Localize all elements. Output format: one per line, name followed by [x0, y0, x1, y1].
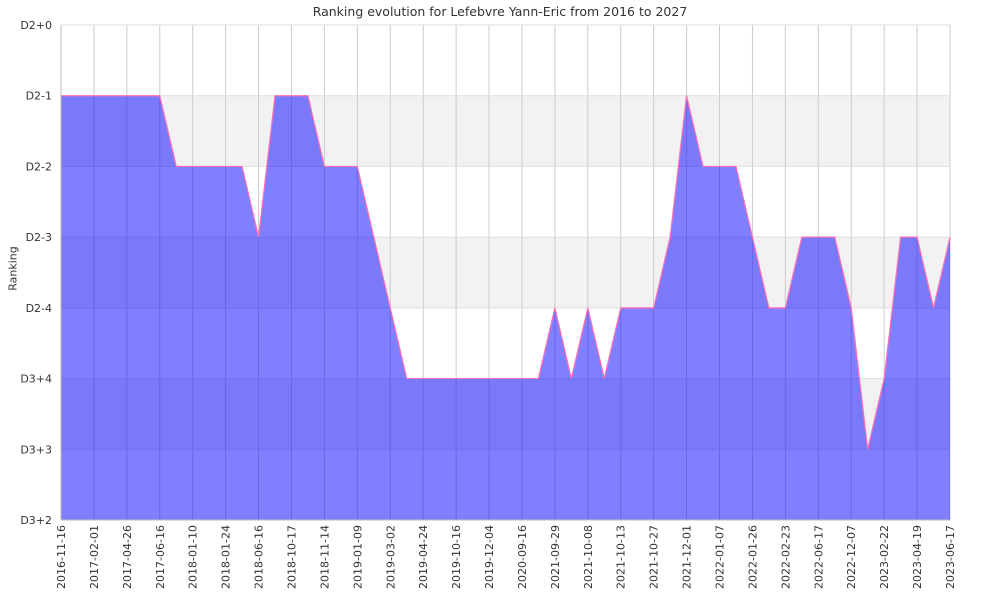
y-tick-label: D3+2 — [20, 514, 52, 527]
x-tick-label: 2018-01-24 — [220, 525, 233, 589]
x-tick-label: 2018-01-10 — [187, 525, 200, 589]
x-tick-label: 2018-11-14 — [318, 525, 331, 589]
x-tick-label: 2022-02-23 — [779, 525, 792, 589]
y-tick-label: D2-1 — [26, 90, 52, 103]
x-tick-label: 2021-09-29 — [549, 525, 562, 589]
y-tick-label: D2-3 — [26, 231, 52, 244]
chart-title: Ranking evolution for Lefebvre Yann-Eric… — [312, 4, 688, 19]
grid-band — [61, 95, 950, 167]
y-tick-label: D3+4 — [20, 373, 52, 386]
x-tick-label: 2019-01-09 — [351, 525, 364, 589]
x-tick-label: 2018-10-17 — [285, 525, 298, 589]
x-tick-label: 2023-06-17 — [944, 525, 957, 589]
x-tick-label: 2016-11-16 — [55, 525, 68, 589]
x-tick-label: 2023-02-22 — [878, 525, 891, 589]
x-tick-label: 2020-09-16 — [516, 525, 529, 589]
x-tick-label: 2019-10-16 — [450, 525, 463, 589]
x-tick-label: 2017-02-01 — [88, 525, 101, 589]
y-tick-label: D2+0 — [20, 19, 52, 32]
x-tick-label: 2019-04-24 — [417, 525, 430, 589]
x-tick-label: 2017-04-26 — [121, 525, 134, 589]
x-tick-label: 2021-12-01 — [681, 525, 694, 589]
x-tick-label: 2021-10-08 — [582, 525, 595, 589]
x-tick-label: 2017-06-16 — [154, 525, 167, 589]
x-tick-label: 2018-06-16 — [253, 525, 266, 589]
y-tick-label: D2-2 — [26, 160, 52, 173]
x-tick-label: 2022-06-17 — [812, 525, 825, 589]
ranking-area — [61, 95, 950, 520]
x-tick-label: 2021-10-13 — [615, 525, 628, 589]
x-tick-label: 2019-12-04 — [483, 525, 496, 589]
y-tick-label: D2-4 — [26, 302, 52, 315]
x-tick-label: 2019-03-02 — [384, 525, 397, 589]
x-tick-label: 2023-04-19 — [911, 525, 924, 589]
y-tick-label: D3+3 — [20, 443, 52, 456]
x-tick-label: 2022-01-26 — [746, 525, 759, 589]
x-tick-label: 2021-10-27 — [648, 525, 661, 589]
x-tick-label: 2022-12-07 — [845, 525, 858, 589]
x-tick-label: 2022-01-07 — [714, 525, 727, 589]
